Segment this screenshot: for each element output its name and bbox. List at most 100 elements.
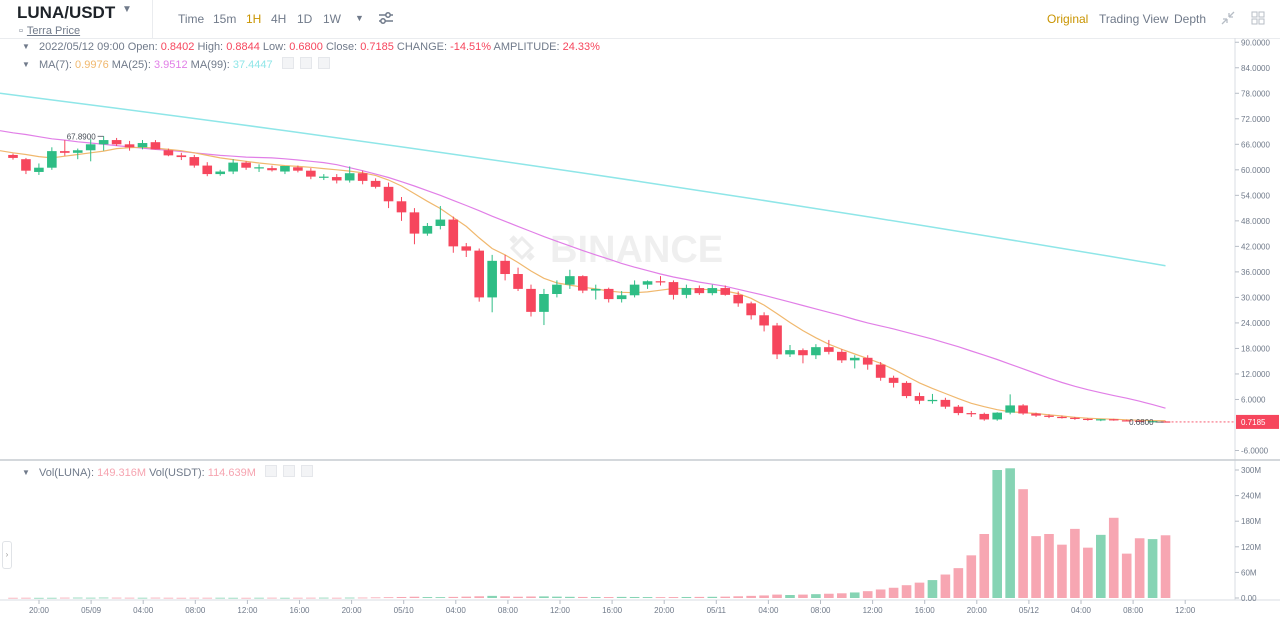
interval-4h[interactable]: 4H [271, 12, 287, 26]
candle-body [979, 413, 990, 420]
settings-small-icon[interactable] [299, 57, 312, 69]
candle-body [862, 357, 873, 365]
collapse-triangle-icon[interactable]: ▼ [22, 42, 30, 51]
volume-tick-label: 0.00 [1241, 594, 1257, 603]
open-label: Open: [127, 41, 158, 53]
candle-body [448, 219, 459, 247]
vol-luna-label: Vol(LUNA): [38, 467, 95, 479]
volume-bar [370, 597, 381, 599]
vol-usdt-value: 114.639M [207, 467, 256, 479]
interval-1w[interactable]: 1W [323, 12, 341, 26]
volume-bar [953, 568, 964, 598]
time-tick-label: 08:00 [1123, 606, 1144, 615]
candle-body [228, 162, 238, 172]
interval-1d[interactable]: 1D [297, 12, 313, 26]
time-tick-label: 04:00 [133, 606, 154, 615]
candle-body [254, 167, 264, 169]
candle-body [539, 294, 549, 312]
price-tick-label: 6.0000 [1241, 395, 1266, 404]
volume-bar [914, 582, 925, 598]
interval-time[interactable]: Time [178, 12, 205, 26]
candle-body [8, 154, 18, 158]
ma25-label: MA(25): [111, 59, 151, 71]
volume-bar [474, 596, 484, 598]
close-small-icon[interactable] [300, 465, 313, 477]
moving-average-lines [0, 92, 1166, 422]
top-toolbar: LUNA/USDT ▼ ▫ Terra Price Time 15m 1H 4H … [0, 0, 1280, 39]
volume-bar [448, 596, 459, 598]
volume-bar [357, 597, 368, 599]
layout-grid-icon[interactable] [1251, 11, 1265, 25]
time-tick-label: 08:00 [498, 606, 519, 615]
side-panel-handle[interactable]: › [2, 541, 12, 569]
candle-body [344, 173, 355, 181]
binance-watermark: BINANCE [509, 229, 723, 271]
interval-15m[interactable]: 15m [213, 12, 237, 26]
volume-bar [1057, 544, 1067, 598]
volume-bar [733, 596, 743, 598]
time-tick-label: 20:00 [654, 606, 675, 615]
volume-info: ▼ Vol(LUNA): 149.316M Vol(USDT): 114.639… [22, 465, 313, 479]
visibility-icon[interactable] [281, 57, 294, 69]
subtitle-link[interactable]: Terra Price [26, 25, 81, 37]
volume-bar [306, 597, 316, 599]
volume-bar [578, 596, 588, 598]
price-tick-label: 66.0000 [1241, 140, 1270, 149]
candle-body [370, 180, 381, 187]
close-small-icon[interactable] [317, 57, 330, 69]
volume-bar [34, 597, 44, 599]
volume-tick-label: 60M [1241, 568, 1257, 577]
volume-bar [629, 596, 640, 598]
volume-bar [565, 596, 575, 598]
volume-bar [202, 597, 213, 599]
interval-1h[interactable]: 1H [246, 12, 262, 26]
volume-bar [8, 597, 18, 599]
volume-bar [979, 534, 990, 598]
candle-body [914, 396, 925, 401]
candle-body [461, 246, 472, 251]
candle-body [215, 171, 225, 175]
candle-body [1044, 415, 1054, 417]
collapse-triangle-icon[interactable]: ▼ [22, 60, 30, 69]
tab-original[interactable]: Original [1047, 12, 1089, 26]
collapse-icon[interactable] [1221, 11, 1235, 25]
volume-tick-label: 180M [1241, 517, 1261, 526]
tab-depth[interactable]: Depth [1174, 12, 1207, 26]
pair-title[interactable]: LUNA/USDT [17, 3, 116, 22]
candle-body [111, 140, 122, 145]
tab-trading-view[interactable]: Trading View [1099, 12, 1169, 26]
ma25-value: 3.9512 [153, 59, 188, 71]
volume-bar [927, 580, 938, 598]
more-intervals-icon[interactable]: ▼ [355, 13, 364, 23]
candle-body [746, 303, 756, 316]
close-label: Close: [325, 41, 358, 53]
candle-body [759, 315, 769, 326]
volume-bar [1096, 534, 1106, 598]
candle-body [707, 288, 718, 294]
candle-body [319, 176, 329, 178]
volume-bar [1147, 539, 1158, 598]
candle-body [487, 260, 497, 298]
price-tick-label: 78.0000 [1241, 89, 1270, 98]
volume-bar [461, 596, 472, 598]
candle-body [513, 274, 523, 289]
time-tick-label: 20:00 [29, 606, 50, 615]
candle-body [720, 288, 731, 295]
collapse-triangle-icon[interactable]: ▼ [22, 468, 30, 477]
volume-bar [849, 592, 860, 598]
price-tick-label: 60.0000 [1241, 166, 1270, 175]
volume-bar [707, 596, 718, 598]
volume-bar [85, 597, 96, 599]
candle-body [655, 281, 666, 283]
pair-dropdown-icon[interactable]: ▼ [122, 4, 132, 15]
divider [152, 0, 153, 38]
visibility-icon[interactable] [264, 465, 277, 477]
volume-bar [694, 596, 705, 598]
close-value: 0.7185 [360, 41, 394, 53]
settings-small-icon[interactable] [282, 465, 295, 477]
volume-bar [487, 595, 497, 598]
price-tick-label: 54.0000 [1241, 191, 1270, 200]
candle-body [901, 382, 912, 397]
settings-icon[interactable] [378, 11, 394, 25]
